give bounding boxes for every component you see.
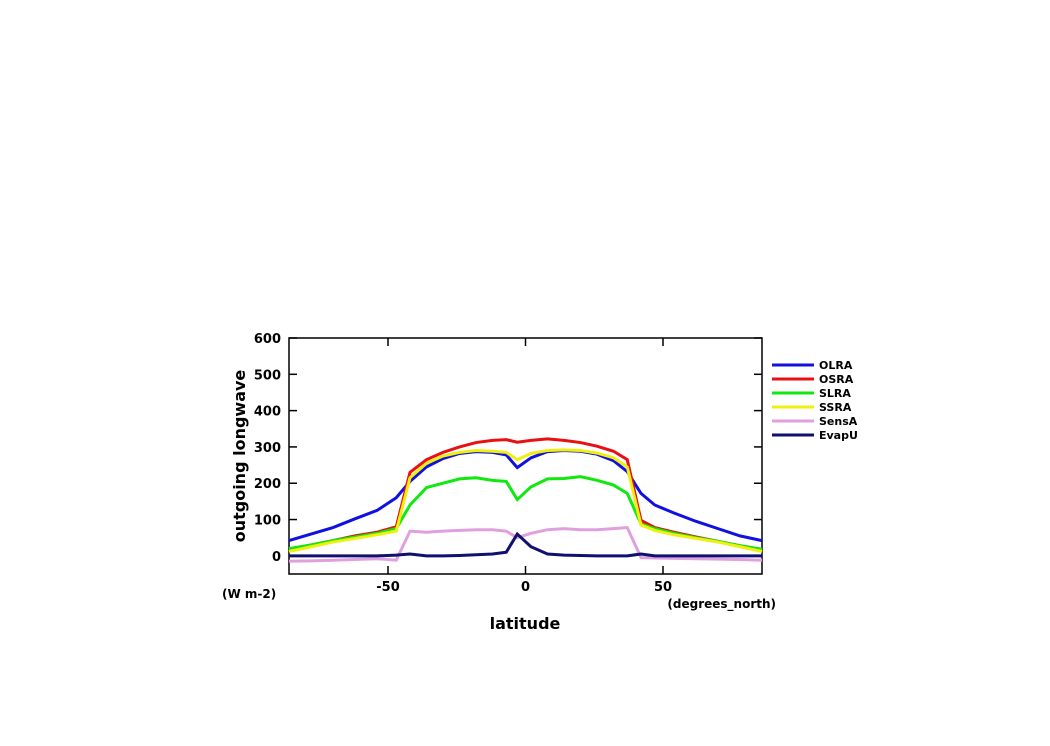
x-tick-label: -50 <box>376 580 400 595</box>
y-tick-label: 100 <box>254 514 281 529</box>
y-tick-label: 400 <box>254 405 281 420</box>
series-line <box>288 449 763 543</box>
legend-label: SLRA <box>819 387 851 400</box>
legend-label: OLRA <box>819 359 853 372</box>
y-tick-label: 600 <box>254 332 281 347</box>
y-tick-label: 200 <box>254 477 281 492</box>
y-units: (W m-2) <box>222 587 276 601</box>
x-units: (degrees_north) <box>667 597 776 612</box>
series-line <box>288 475 763 551</box>
y-axis-label: outgoing longwave <box>230 370 249 543</box>
x-axis-label: latitude <box>490 614 561 633</box>
legend-label: EvapU <box>819 429 858 442</box>
series-line <box>288 525 763 563</box>
legend-label: SSRA <box>819 401 852 414</box>
y-tick-label: 0 <box>272 550 281 565</box>
x-tick-label: 50 <box>654 580 672 595</box>
series-line <box>289 531 762 558</box>
y-tick-label: 300 <box>254 441 281 456</box>
series-line <box>288 448 763 553</box>
legend-label: SensA <box>819 415 858 428</box>
y-tick-label: 500 <box>254 368 281 383</box>
x-tick-label: 0 <box>521 580 530 595</box>
legend-label: OSRA <box>819 373 854 386</box>
